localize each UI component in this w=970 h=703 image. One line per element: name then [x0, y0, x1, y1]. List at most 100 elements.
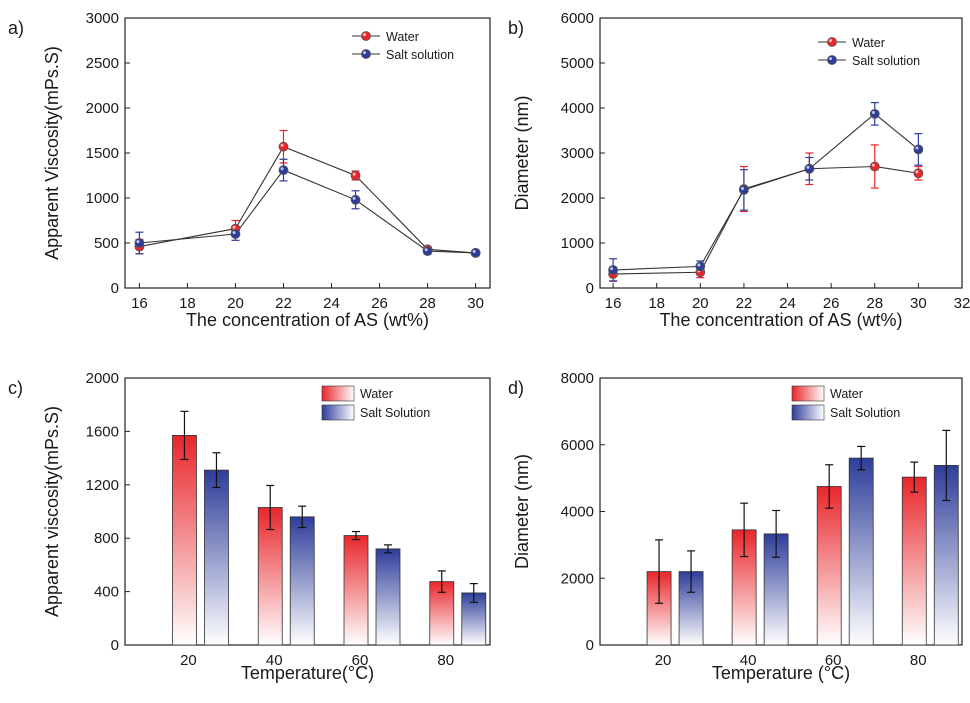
data-point	[350, 170, 361, 181]
y-tick-label: 3000	[561, 145, 594, 162]
legend-swatch	[321, 385, 355, 402]
data-point	[608, 265, 618, 275]
y-tick-label: 3000	[86, 10, 119, 27]
chart-b: 0 1000 2000 3000 4000 5000 6000 16 18 20 22 24 26 28 3…	[512, 10, 970, 330]
data-point	[913, 144, 924, 155]
data-point-highlight	[829, 57, 833, 61]
data-point-highlight	[232, 225, 236, 229]
x-tick-label: 30	[910, 295, 927, 312]
data-point-highlight	[871, 163, 875, 167]
x-tick-label: 80	[910, 652, 927, 669]
data-point-highlight	[472, 250, 476, 253]
bar-0	[257, 507, 283, 646]
data-point	[422, 246, 433, 257]
legend-label: Water	[360, 387, 393, 401]
data-point	[361, 31, 371, 41]
y-axis-label: Apparent viscosity(mPs.S)	[42, 406, 62, 617]
chart-a: 0 500 1000 1500 2000 2500 3000 16 18 20 22 24 26 28 30…	[42, 10, 491, 330]
y-tick-label: 800	[94, 530, 119, 547]
data-point	[869, 108, 880, 119]
y-axis-label: Apparent Viscosity(mPs.S)	[42, 46, 62, 260]
y-tick-label: 6000	[561, 10, 594, 27]
data-point	[913, 168, 924, 179]
x-tick-label: 24	[323, 295, 340, 312]
data-point	[739, 184, 749, 195]
data-point-highlight	[915, 170, 919, 174]
y-tick-label: 1600	[86, 423, 119, 440]
y-tick-label: 6000	[561, 437, 594, 454]
legend-swatch	[791, 385, 825, 402]
data-point	[350, 194, 361, 205]
y-tick-label: 2000	[86, 370, 119, 387]
x-tick-label: 30	[467, 295, 484, 312]
x-tick-label: 22	[275, 295, 292, 312]
data-point-highlight	[424, 248, 428, 252]
bar-1	[375, 548, 401, 646]
y-tick-label: 1000	[86, 190, 119, 207]
x-axis-label: The concentration of AS (wt%)	[659, 310, 902, 330]
y-tick-label: 0	[111, 637, 119, 654]
data-point-highlight	[741, 187, 745, 190]
y-tick-label: 500	[94, 235, 119, 252]
data-point	[827, 37, 837, 47]
data-point-highlight	[915, 146, 919, 150]
data-point-highlight	[871, 110, 875, 114]
bar-0	[816, 486, 842, 646]
data-point	[827, 55, 837, 65]
x-tick-label: 20	[180, 652, 197, 669]
data-point	[278, 165, 289, 176]
data-point	[278, 141, 289, 152]
y-tick-label: 2000	[561, 190, 594, 207]
data-point	[230, 229, 241, 239]
legend-swatch	[791, 404, 825, 421]
data-point-highlight	[280, 143, 284, 147]
y-axis-label: Diameter (nm)	[512, 95, 532, 210]
y-tick-label: 8000	[561, 370, 594, 387]
y-tick-label: 5000	[561, 55, 594, 72]
data-point	[470, 247, 481, 258]
legend-label: Salt Solution	[830, 406, 900, 420]
bar-1	[461, 592, 487, 646]
x-tick-label: 24	[779, 295, 796, 312]
x-tick-label: 16	[131, 295, 148, 312]
legend-label: Water	[386, 30, 419, 44]
panel-a: a) 0 500 1000 1500 2000 2500 3000 16 18 20 22 24 26 2…	[8, 10, 491, 330]
x-tick-label: 28	[866, 295, 883, 312]
y-tick-label: 0	[586, 637, 594, 654]
bar-1	[848, 457, 874, 646]
data-point-highlight	[363, 51, 367, 55]
y-tick-label: 4000	[561, 100, 594, 117]
panel-b-label: b)	[508, 18, 524, 38]
chart-c: 0 400 800 1200 1600 2000 20 40 60 80 Apparent visc…	[42, 370, 491, 683]
legend-label: Salt solution	[386, 48, 454, 62]
x-tick-label: 18	[179, 295, 196, 312]
data-point-highlight	[232, 231, 236, 235]
y-tick-label: 2000	[86, 100, 119, 117]
data-point	[695, 261, 706, 272]
x-tick-label: 60	[825, 652, 842, 669]
data-point-highlight	[352, 172, 356, 176]
data-point-highlight	[806, 165, 810, 169]
bar-1	[204, 469, 229, 646]
x-tick-label: 80	[437, 652, 454, 669]
x-tick-label: 20	[227, 295, 244, 312]
x-tick-label: 40	[266, 652, 283, 669]
y-tick-label: 0	[586, 280, 594, 297]
series-line-0	[139, 146, 476, 254]
legend-label: Water	[852, 36, 885, 50]
bar-0	[901, 476, 927, 646]
x-tick-label: 60	[352, 652, 369, 669]
panel-b: b) 0 1000 2000 3000 4000 5000 6000 16 18 20 22 24 26…	[508, 10, 970, 330]
bar-1	[289, 516, 315, 646]
legend-label: Salt solution	[852, 54, 920, 68]
bar-0	[172, 435, 197, 646]
legend-label: Water	[830, 387, 863, 401]
x-tick-label: 18	[648, 295, 665, 312]
x-tick-label: 22	[736, 295, 753, 312]
y-tick-label: 0	[111, 280, 119, 297]
data-point-highlight	[280, 167, 284, 171]
y-tick-label: 1200	[86, 477, 119, 494]
data-point-highlight	[363, 33, 367, 37]
x-tick-label: 26	[823, 295, 840, 312]
